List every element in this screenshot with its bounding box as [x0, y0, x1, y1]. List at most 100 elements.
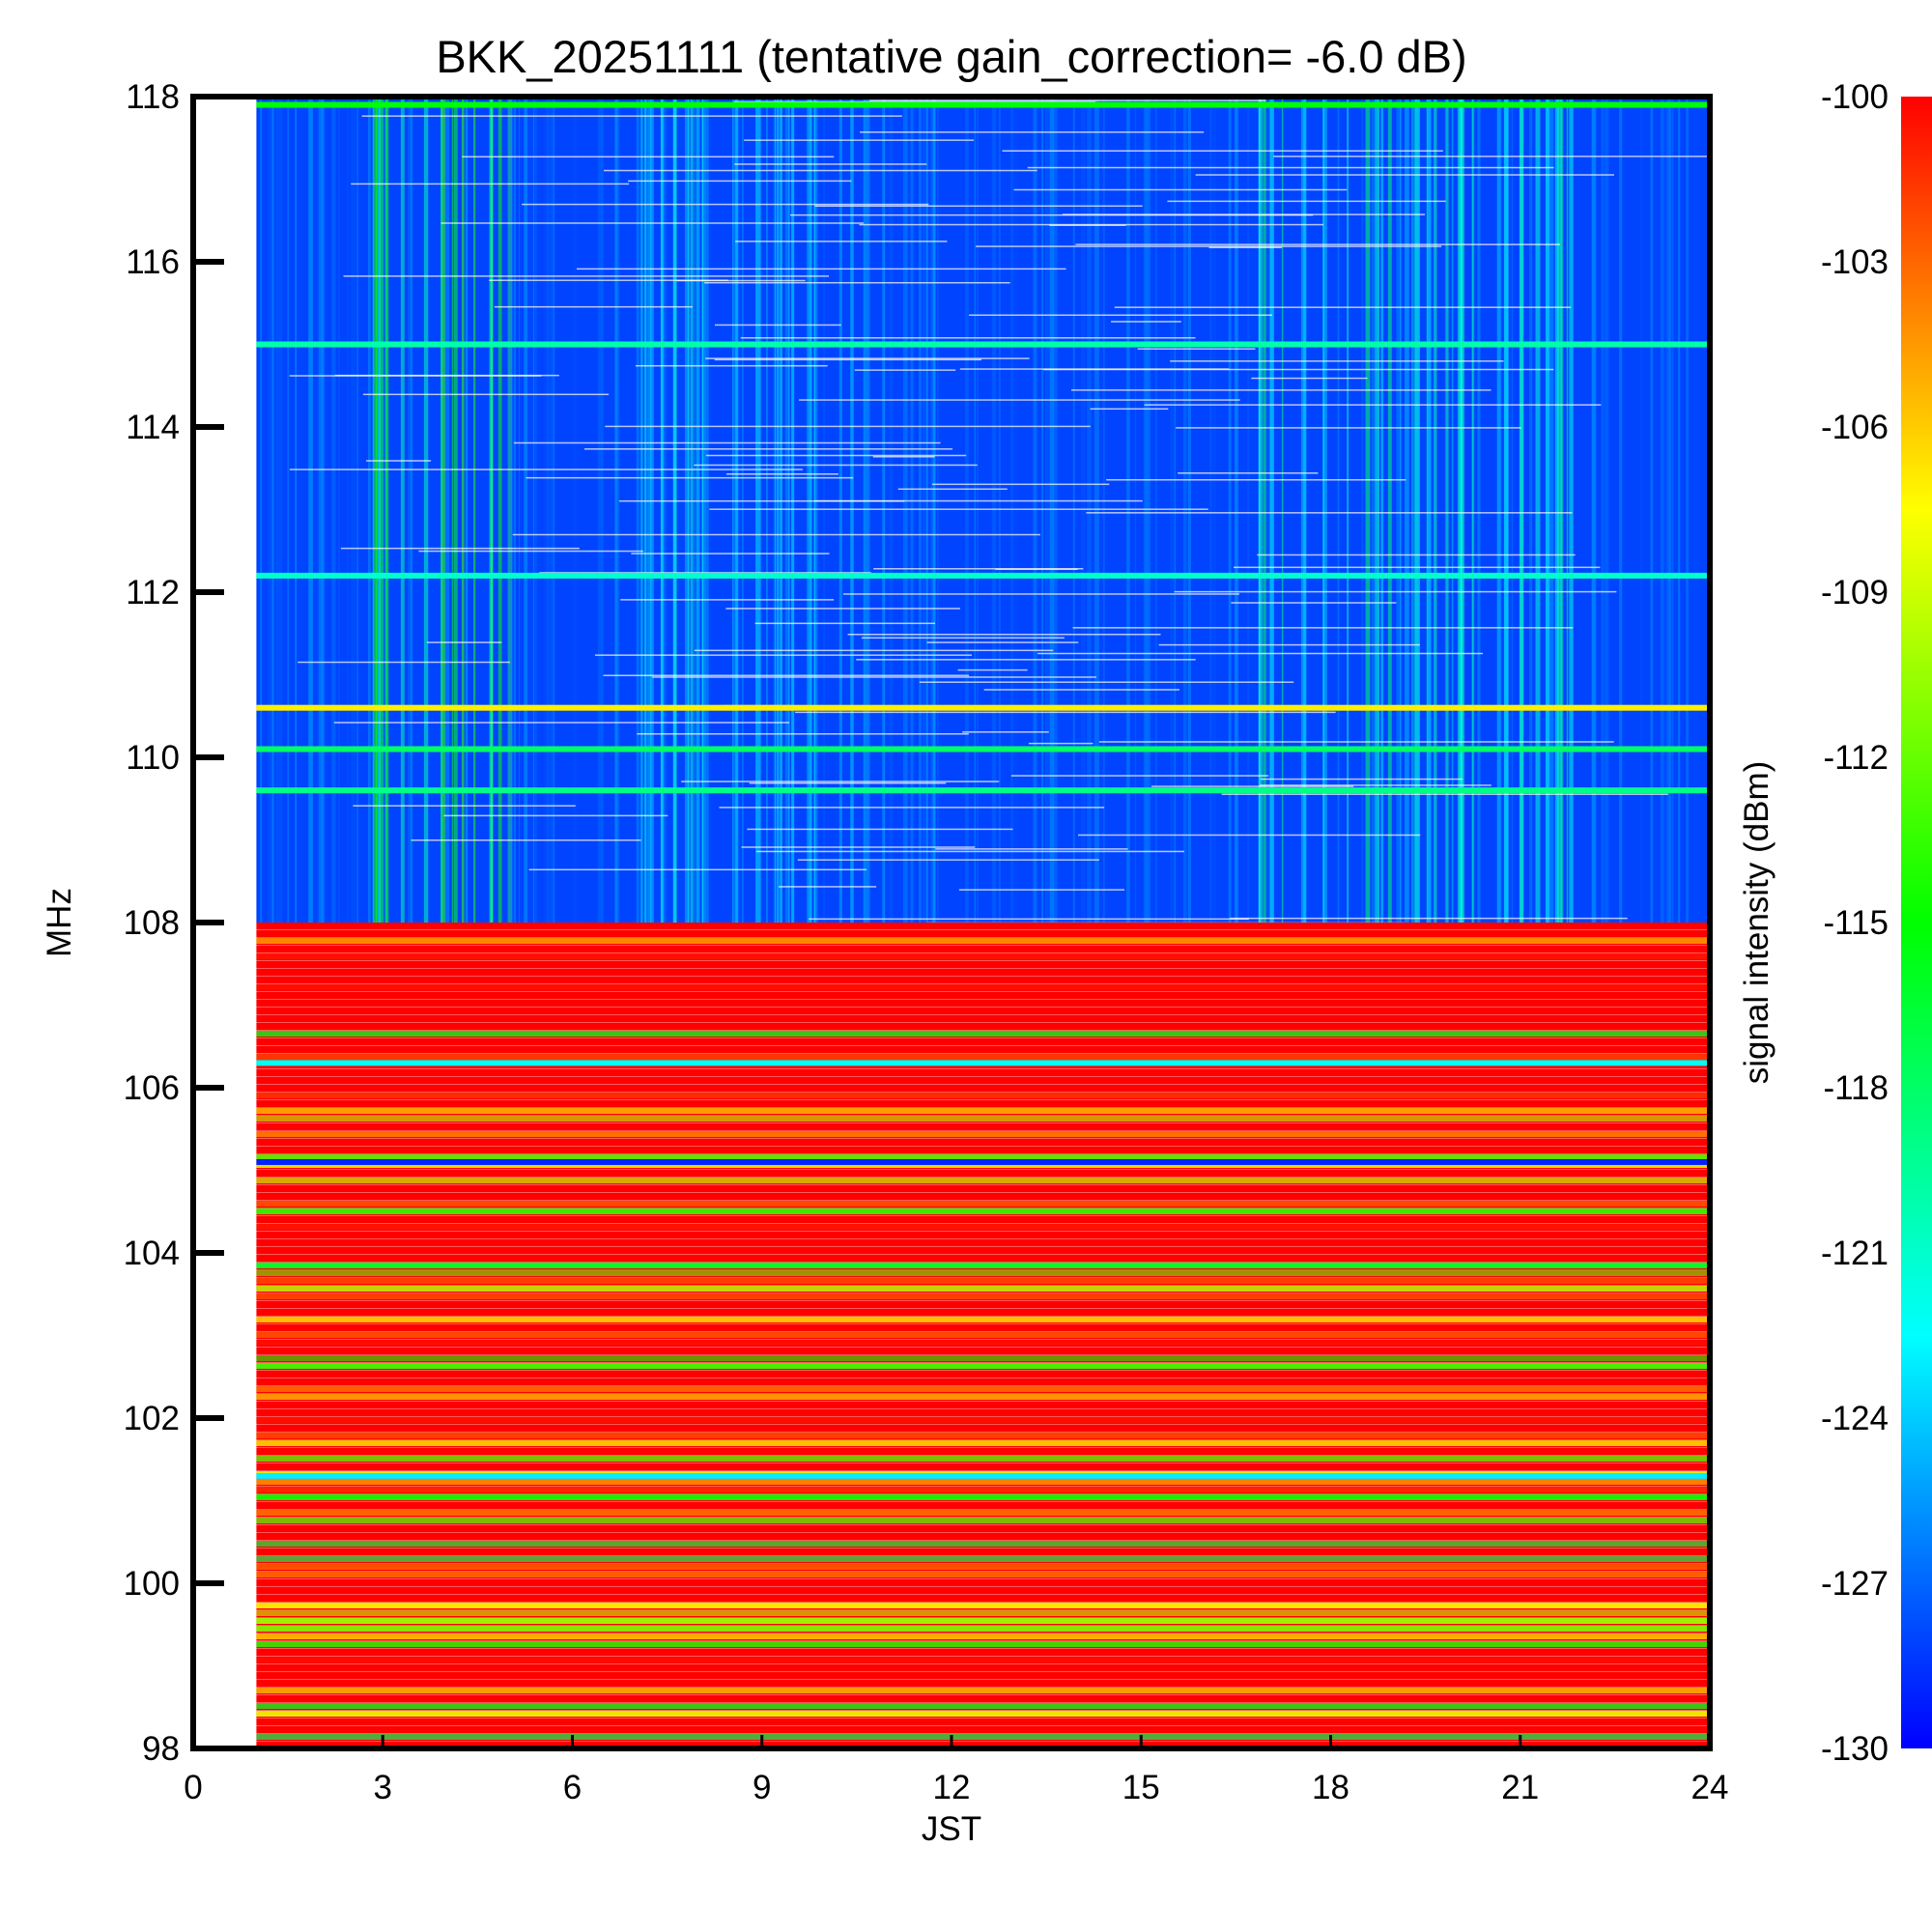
aviation-streak [301, 97, 303, 923]
aviation-streak [295, 97, 298, 923]
aviation-streak [572, 97, 578, 923]
fm-channel-row [256, 1657, 1710, 1662]
aviation-speckle [1086, 512, 1573, 514]
fm-row-gap [256, 1192, 1710, 1193]
aviation-speckle [1028, 742, 1094, 745]
aviation-speckle [897, 488, 1008, 491]
aviation-streak [1619, 97, 1623, 923]
fm-channel-row [256, 1154, 1710, 1160]
fm-channel-row [256, 1224, 1710, 1230]
fm-row-gap [256, 1014, 1710, 1015]
aviation-streak [410, 97, 413, 923]
aviation-streak [677, 97, 680, 923]
aviation-speckle [1144, 404, 1602, 406]
aviation-speckle [799, 399, 1240, 401]
fm-channel-row [256, 1626, 1710, 1632]
fm-row-gap [256, 1231, 1710, 1232]
aviation-speckle [1167, 200, 1446, 203]
fm-row-gap [256, 1486, 1710, 1487]
aviation-speckle [842, 593, 1239, 595]
aviation-speckle [1090, 408, 1169, 411]
aviation-speckle [462, 156, 835, 158]
fm-row-gap [256, 1262, 1710, 1263]
aviation-speckle [1106, 478, 1406, 481]
aviation-speckle [749, 781, 947, 784]
aviation-speckle [969, 314, 1273, 316]
aviation-speckle [860, 131, 1205, 133]
aviation-streak [524, 97, 528, 923]
fm-row-gap [256, 1277, 1710, 1278]
fm-row-gap [256, 1053, 1710, 1054]
aviation-speckle [872, 456, 935, 458]
fm-row-gap [256, 976, 1710, 977]
colorbar-tick-label: -130 [1821, 1730, 1889, 1768]
aviation-speckle [603, 169, 1037, 172]
aviation-speckle [1137, 348, 1256, 350]
fm-row-gap [256, 1385, 1710, 1386]
fm-channel-row [256, 1634, 1710, 1639]
aviation-speckle [740, 337, 1196, 339]
aviation-speckle [983, 689, 1179, 691]
y-tick-label: 98 [142, 1730, 180, 1768]
aviation-streak [408, 97, 412, 923]
aviation-streak [271, 97, 274, 923]
aviation-speckle [631, 553, 830, 554]
aviation-speckle [576, 268, 1066, 270]
aviation-streak [1556, 97, 1562, 923]
aviation-speckle [854, 369, 956, 371]
fm-row-gap [256, 1269, 1710, 1270]
aviation-streak [1263, 97, 1266, 923]
fm-row-gap [256, 1169, 1710, 1170]
aviation-streak [1545, 97, 1549, 923]
aviation-speckle [418, 550, 644, 553]
fm-channel-row [256, 1355, 1710, 1361]
aviation-streak [519, 97, 521, 923]
aviation-speckle [873, 568, 1084, 570]
aviation-streak [1324, 97, 1327, 923]
aviation-streak [327, 97, 331, 923]
aviation-speckle [919, 681, 1294, 683]
aviation-speckle [1043, 368, 1554, 371]
aviation-streak [617, 97, 620, 923]
aviation-speckle [976, 245, 1442, 247]
x-tick-label: 0 [184, 1769, 202, 1806]
aviation-streak [1213, 97, 1216, 923]
aviation-streak [1396, 97, 1400, 923]
fm-row-gap [256, 1625, 1710, 1626]
fm-channel-row [256, 1263, 1710, 1268]
fm-row-gap [256, 1671, 1710, 1672]
aviation-speckle [1070, 389, 1492, 391]
aviation-speckle [361, 115, 902, 117]
fm-row-gap [256, 1254, 1710, 1255]
aviation-speckle [926, 641, 1079, 643]
fm-row-gap [256, 1439, 1710, 1440]
fm-channel-row [256, 938, 1710, 944]
notable-band [256, 1158, 1710, 1165]
fm-row-gap [256, 1076, 1710, 1077]
aviation-streak [316, 97, 321, 923]
aviation-streak [1360, 97, 1364, 923]
fm-row-gap [256, 960, 1710, 961]
y-tick-label: 110 [126, 739, 180, 777]
fm-row-gap [256, 1354, 1710, 1355]
aviation-speckle [1037, 652, 1483, 655]
aviation-speckle [958, 889, 1125, 891]
aviation-speckle [1231, 602, 1397, 604]
aviation-streak [347, 97, 350, 923]
fm-row-gap [256, 1122, 1710, 1123]
colorbar-label: signal intensity (dBm) [1738, 761, 1776, 1085]
aviation-streak [704, 97, 709, 923]
colorbar-tick-label: -124 [1821, 1400, 1889, 1437]
aviation-streak [636, 97, 639, 923]
aviation-speckle [1233, 566, 1601, 569]
fm-row-gap [256, 983, 1710, 984]
aviation-streak [1672, 97, 1674, 923]
fm-channel-row [256, 1688, 1710, 1693]
aviation-streak [489, 97, 494, 923]
fm-row-gap [256, 1501, 1710, 1502]
aviation-speckle [489, 279, 728, 281]
fm-row-gap [256, 1323, 1710, 1324]
fm-row-gap [256, 1640, 1710, 1641]
aviation-speckle [522, 203, 929, 206]
aviation-speckle [1221, 793, 1668, 795]
